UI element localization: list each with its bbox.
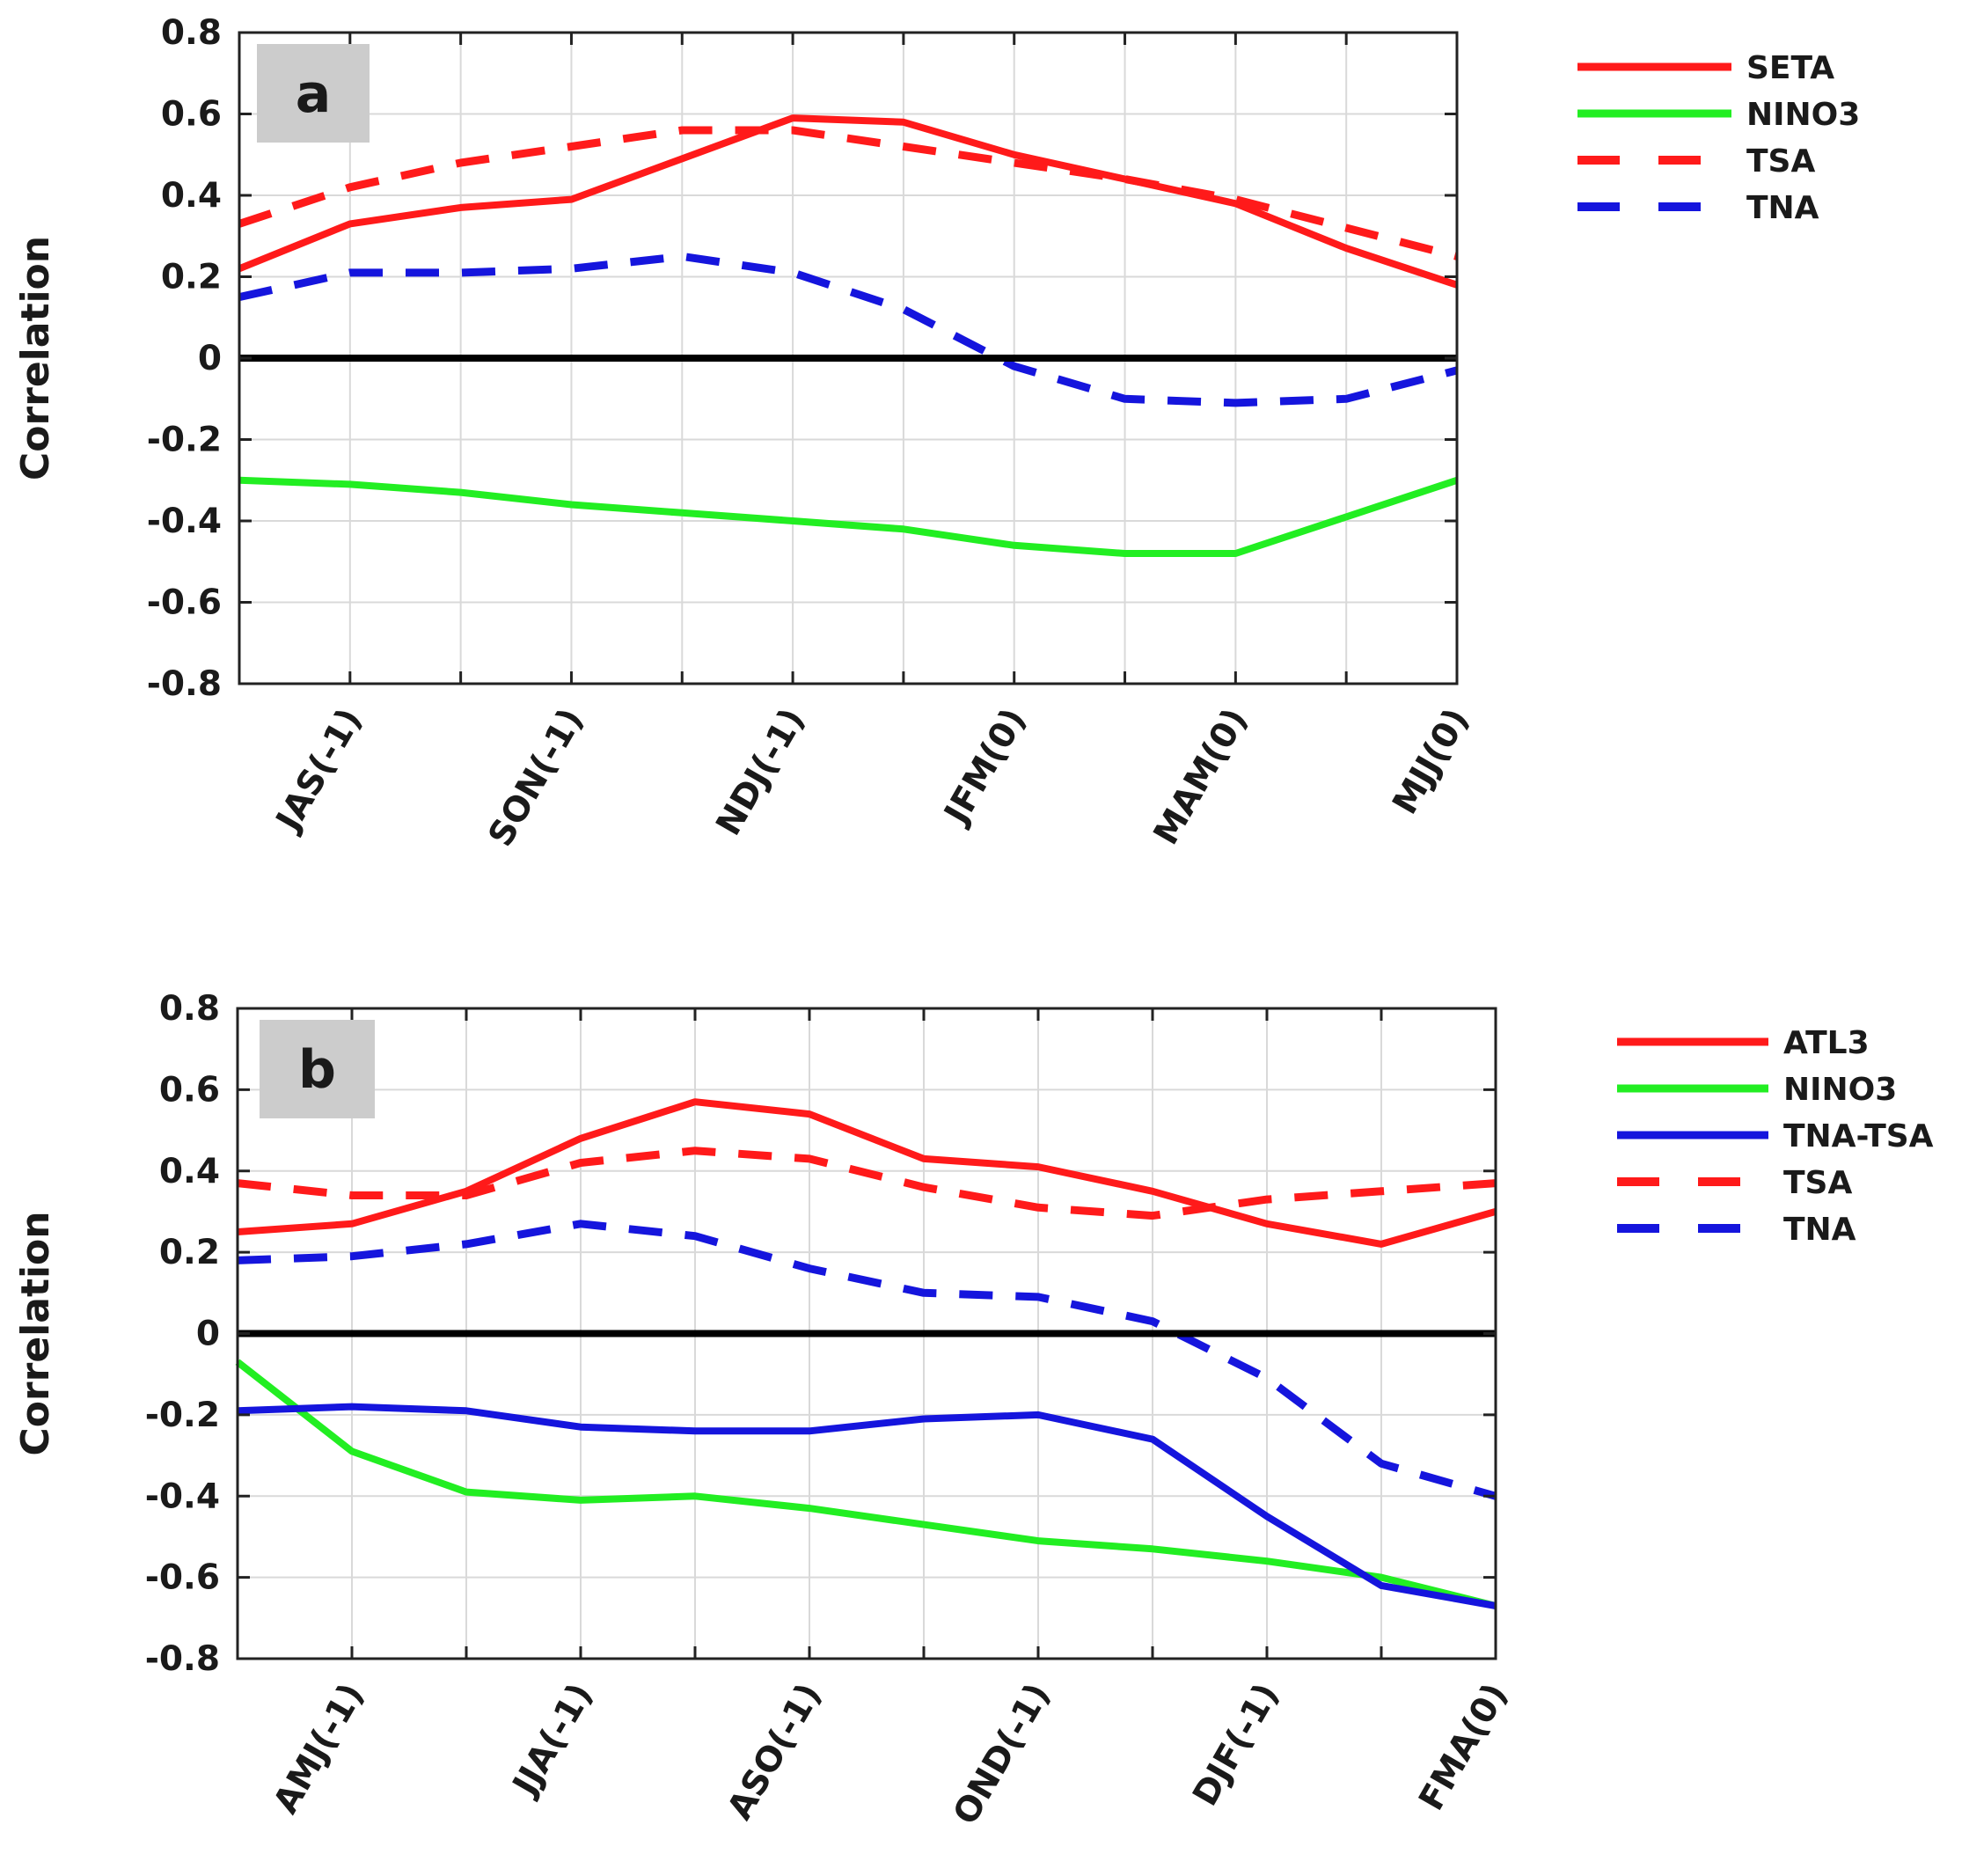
legend-label-nino3: NINO3 (1746, 97, 1860, 133)
legend-label-seta: SETA (1746, 50, 1834, 86)
y-tick-label: 0 (198, 339, 222, 378)
series-line-atl3 (237, 1098, 1497, 1248)
y-tick-label: -0.8 (147, 664, 222, 704)
y-tick-label: -0.4 (147, 502, 222, 541)
series-line-tna-tsa (237, 1403, 1497, 1609)
legend-label-atl3: ATL3 (1783, 1025, 1870, 1061)
y-axis-label: Correlation (13, 236, 58, 480)
series-line-seta (238, 114, 1459, 289)
series-line-tsa-dashed (238, 126, 1459, 260)
y-tick-label: 0.4 (161, 176, 222, 216)
y-tick-label: 0.2 (159, 1233, 220, 1272)
panel-label: b (298, 1039, 336, 1101)
y-tick-label: -0.6 (147, 583, 222, 623)
legend-label-tsa: TSA (1783, 1165, 1852, 1201)
series-line-tsa-dashed (237, 1147, 1497, 1220)
y-tick-label: 0.6 (159, 1070, 220, 1110)
series-line-nino3 (235, 1359, 1497, 1609)
y-tick-label: 0.4 (159, 1152, 220, 1191)
panel-label-box (260, 1020, 375, 1118)
legend-label-tna-tsa: TNA-TSA (1783, 1118, 1934, 1154)
y-tick-label: -0.6 (145, 1558, 220, 1598)
y-tick-label: 0 (196, 1315, 220, 1354)
legend: SETA NINO3 TSA TNA (1577, 50, 1860, 226)
panel-label-box (257, 44, 370, 143)
legend-label-tna: TNA (1783, 1212, 1856, 1248)
y-tick-label: 0.8 (161, 13, 222, 53)
series-line-tna-dashed (237, 1220, 1497, 1500)
panel-label: a (296, 63, 332, 125)
series-line-nino3 (238, 476, 1459, 557)
legend: ATL3 NINO3 TNA-TSA TSA TNA (1617, 1025, 1934, 1248)
legend-label-tsa: TSA (1746, 143, 1815, 180)
y-tick-label: -0.8 (145, 1639, 220, 1679)
y-tick-label: -0.2 (145, 1396, 220, 1435)
y-tick-label: -0.4 (145, 1477, 220, 1516)
y-tick-label: -0.2 (147, 421, 222, 460)
series-line-tna-dashed (238, 252, 1459, 407)
legend-label-tna: TNA (1746, 190, 1819, 226)
y-tick-label: 0.6 (161, 95, 222, 135)
y-tick-label: 0.2 (161, 258, 222, 297)
y-tick-label: 0.8 (159, 989, 220, 1029)
y-axis-label: Correlation (13, 1211, 58, 1455)
legend-label-nino3: NINO3 (1783, 1072, 1897, 1108)
